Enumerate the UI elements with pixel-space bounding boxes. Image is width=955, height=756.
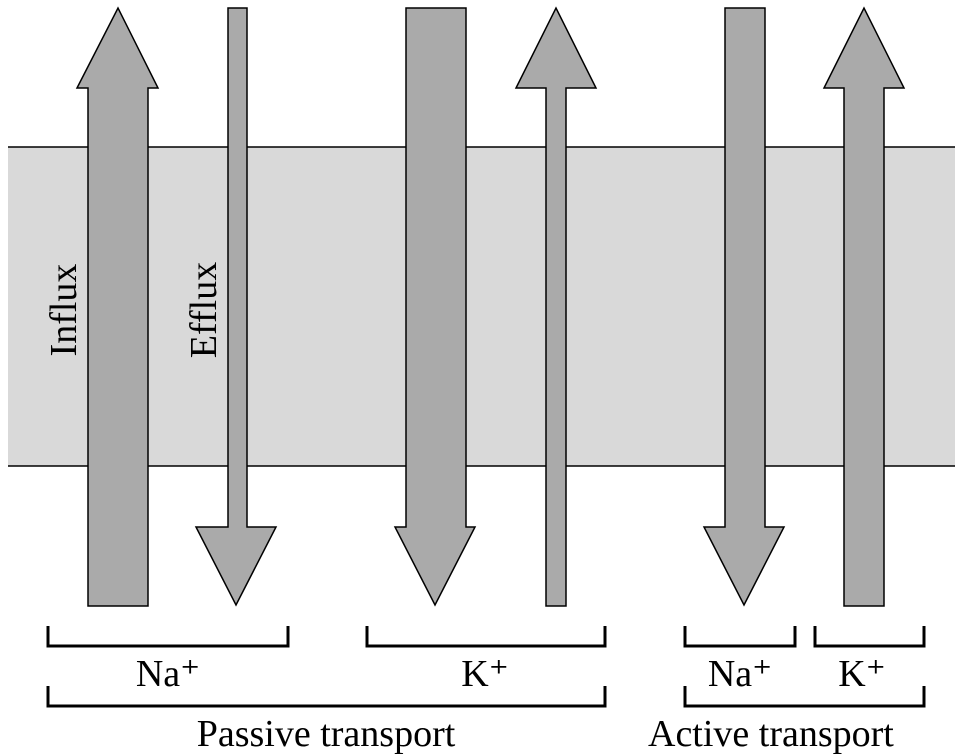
membrane xyxy=(8,147,955,466)
arrow-down xyxy=(702,7,786,607)
ion-label: Na⁺ xyxy=(708,653,772,695)
influx-label: Influx xyxy=(43,264,85,357)
arrow-up xyxy=(514,6,598,607)
ion-label: K⁺ xyxy=(838,653,886,695)
bracket xyxy=(46,626,290,648)
efflux-label: Efflux xyxy=(183,262,225,358)
bracket xyxy=(46,686,607,708)
bracket xyxy=(365,626,607,648)
ion-label: K⁺ xyxy=(461,653,509,695)
arrow-down xyxy=(393,7,477,607)
group-label: Passive transport xyxy=(197,713,456,755)
ion-label: Na⁺ xyxy=(136,653,200,695)
bracket xyxy=(683,686,926,708)
arrow-down xyxy=(194,7,278,607)
group-label: Active transport xyxy=(648,713,894,755)
bracket xyxy=(683,626,797,648)
arrow-up xyxy=(75,6,160,607)
arrow-up xyxy=(822,6,906,607)
bracket xyxy=(813,626,926,648)
